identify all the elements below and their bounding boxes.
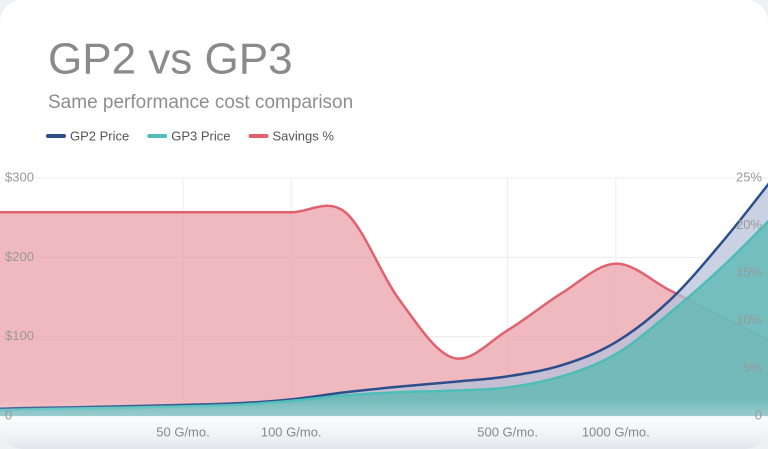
x-tick-label: 100 G/mo. <box>261 424 322 439</box>
line <box>0 204 768 360</box>
legend-label: GP2 Price <box>70 128 129 143</box>
chart-title: GP2 vs GP3 <box>48 35 293 84</box>
x-tick-label: 50 G/mo. <box>156 424 209 439</box>
y2-tick-label: 15% <box>736 265 762 280</box>
x-tick-label: 500 G/mo. <box>477 424 538 439</box>
x-tick-label: 1000 G/mo. <box>582 424 650 439</box>
y-tick-label: $200 <box>5 249 34 264</box>
bottom-fade <box>0 400 768 449</box>
y2-tick-label: 20% <box>736 217 762 232</box>
y2-tick-label: 10% <box>736 312 762 327</box>
y-tick-label: 0 <box>5 407 12 422</box>
y2-tick-label: 5% <box>743 360 762 375</box>
legend-label: Savings % <box>273 128 335 143</box>
area <box>0 211 768 416</box>
y-tick-label: $100 <box>5 328 34 343</box>
y-tick-label: $300 <box>5 169 34 184</box>
legend-label: GP3 Price <box>171 128 230 143</box>
chart-subtitle: Same performance cost comparison <box>48 92 353 113</box>
y2-tick-label: 25% <box>736 169 762 184</box>
y2-tick-label: 0 <box>755 407 762 422</box>
